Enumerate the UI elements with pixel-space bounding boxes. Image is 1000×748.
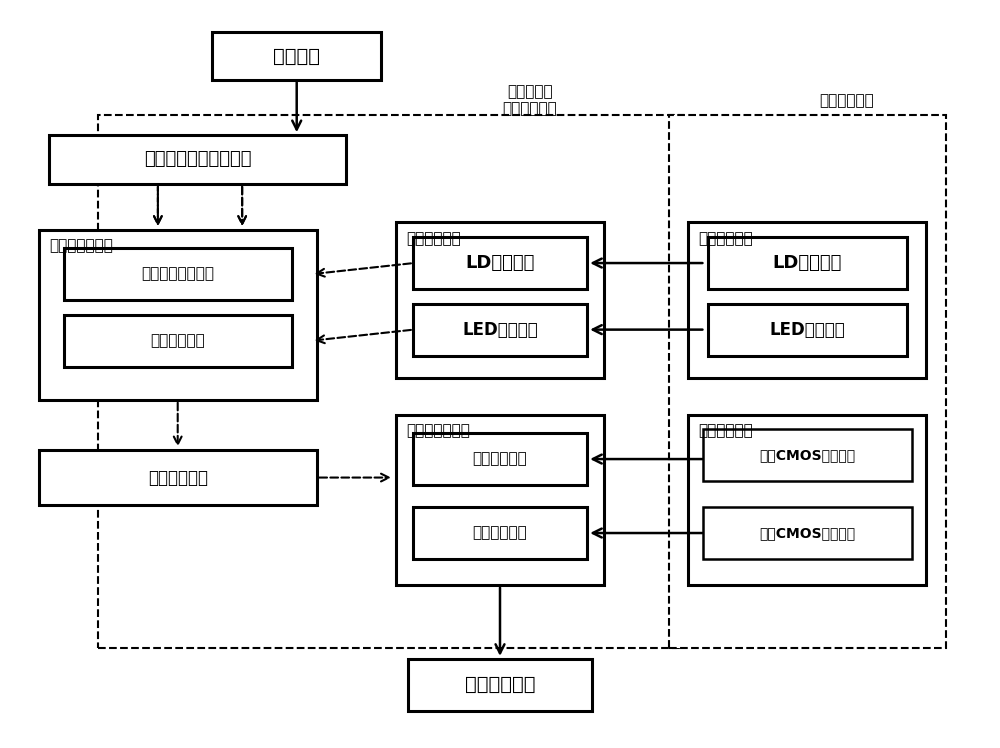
Bar	[49, 135, 346, 183]
Bar	[39, 230, 317, 400]
Bar	[413, 304, 587, 355]
Text: 分光聚焦模块: 分光聚焦模块	[148, 468, 208, 486]
Bar	[64, 315, 292, 367]
Bar	[98, 115, 683, 648]
Bar	[413, 507, 587, 559]
Text: 荧光分光单元: 荧光分光单元	[150, 333, 205, 349]
Bar	[413, 433, 587, 485]
Text: 正交偏振分光单元: 正交偏振分光单元	[141, 266, 214, 282]
Text: 微型化高数值孔径物镜: 微型化高数值孔径物镜	[144, 150, 251, 168]
Text: LD输出单元: LD输出单元	[465, 254, 535, 272]
Bar	[669, 115, 946, 648]
Text: 图像处理系统: 图像处理系统	[465, 675, 535, 694]
Text: LED控制单元: LED控制单元	[770, 321, 845, 339]
Text: 光源输出模块: 光源输出模块	[406, 231, 461, 246]
Text: 散斑成像单元: 散斑成像单元	[473, 452, 527, 467]
Text: 同步控制系统: 同步控制系统	[820, 93, 874, 108]
Text: 落射式照明模块: 落射式照明模块	[49, 239, 113, 254]
Text: 多模式成像模块: 多模式成像模块	[406, 423, 470, 438]
Text: 第二CMOS控制单元: 第二CMOS控制单元	[759, 526, 855, 540]
Text: 第一CMOS控制单元: 第一CMOS控制单元	[759, 448, 855, 462]
Text: 生物组织: 生物组织	[273, 46, 320, 65]
Bar	[708, 237, 907, 289]
Bar	[688, 222, 926, 378]
Text: 光源控制模块: 光源控制模块	[698, 231, 753, 246]
Bar	[408, 659, 592, 711]
Bar	[39, 450, 317, 506]
Bar	[703, 507, 912, 559]
Text: LD控制单元: LD控制单元	[773, 254, 842, 272]
Bar	[212, 32, 381, 80]
Bar	[708, 304, 907, 355]
Text: 成像控制模块: 成像控制模块	[698, 423, 753, 438]
Bar	[688, 414, 926, 585]
Bar	[64, 248, 292, 300]
Bar	[396, 222, 604, 378]
Text: 荧光成像单元: 荧光成像单元	[473, 526, 527, 541]
Bar	[413, 237, 587, 289]
Text: 共轴落射式
光学成像系统: 共轴落射式 光学成像系统	[502, 84, 557, 117]
Bar	[396, 414, 604, 585]
Text: LED输出单元: LED输出单元	[462, 321, 538, 339]
Bar	[703, 429, 912, 481]
